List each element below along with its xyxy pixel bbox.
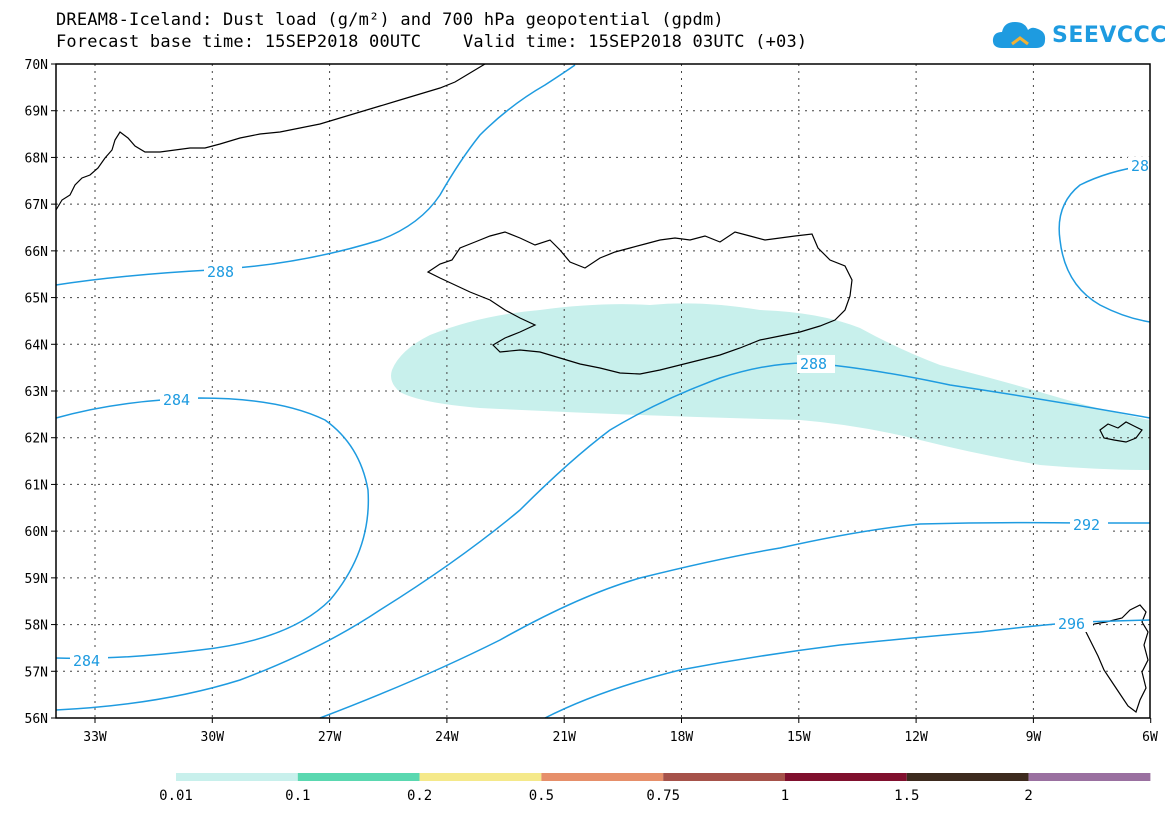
faroe-coast	[1099, 421, 1143, 443]
lon-label: 21W	[552, 730, 576, 745]
legend-label: 0.01	[159, 788, 193, 804]
lat-label: 60N	[25, 525, 48, 540]
lon-label: 27W	[318, 730, 342, 745]
lat-label: 57N	[25, 665, 48, 680]
legend-label: 1.5	[894, 788, 919, 804]
lat-label: 67N	[25, 198, 48, 213]
scotland-coast	[1085, 604, 1149, 713]
legend-swatch	[1028, 773, 1151, 781]
legend-label: 2	[1024, 788, 1032, 804]
lat-label: 64N	[25, 338, 48, 353]
legend-swatch	[663, 773, 785, 781]
lat-label: 69N	[25, 105, 48, 120]
contour-288-north	[55, 64, 576, 286]
contour-labels: 288 288 284 284 292 296 28	[70, 157, 1150, 670]
longitude-labels: 33W 30W 27W 24W 21W 18W 15W 12W 9W 6W	[83, 730, 1158, 745]
contour-292	[319, 521, 1150, 719]
colour-legend: 0.01 0.1 0.2 0.5 0.75 1 1.5 2	[159, 773, 1151, 804]
lon-label: 15W	[787, 730, 811, 745]
lat-label: 62N	[25, 432, 48, 447]
map-subtitle: Forecast base time: 15SEP2018 00UTC Vali…	[56, 32, 808, 52]
iceland-coast	[426, 231, 853, 375]
seevccc-logo: SEEVCCC	[990, 18, 1167, 52]
legend-swatch	[785, 773, 907, 781]
contour-label: 288	[800, 355, 827, 373]
map-frame	[55, 63, 1151, 719]
contour-label: 296	[1058, 615, 1085, 633]
dust-plume	[391, 303, 1150, 470]
legend-swatch	[906, 773, 1029, 781]
legend-swatch	[176, 773, 298, 781]
contour-label: 28	[1131, 157, 1149, 175]
legend-swatch	[419, 773, 542, 781]
lat-label: 63N	[25, 385, 48, 400]
dust-gap	[735, 294, 790, 305]
cloud-icon	[992, 22, 1046, 48]
contour-label: 284	[163, 391, 190, 409]
lat-label: 70N	[25, 58, 48, 73]
coastlines	[55, 63, 1149, 713]
contour-label: 288	[207, 263, 234, 281]
contour-28x-east	[1058, 164, 1151, 323]
logo-text: SEEVCCC	[1052, 22, 1167, 48]
contour-284	[55, 397, 370, 660]
lat-label: 68N	[25, 151, 48, 166]
graticule	[51, 63, 1152, 723]
map-title: DREAM8-Iceland: Dust load (g/m²) and 700…	[56, 10, 724, 30]
contour-296	[544, 619, 1151, 719]
legend-label: 0.1	[285, 788, 310, 804]
lat-label: 61N	[25, 478, 48, 493]
greenland-coast	[55, 63, 486, 211]
legend-label: 0.2	[407, 788, 432, 804]
legend-label: 0.75	[646, 788, 680, 804]
lon-label: 9W	[1026, 730, 1042, 745]
lat-label: 58N	[25, 619, 48, 634]
lat-label: 59N	[25, 572, 48, 587]
latitude-labels: 70N 69N 68N 67N 66N 65N 64N 63N 62N 61N 60N 59N 58N 5…	[25, 58, 48, 727]
lat-label: 65N	[25, 292, 48, 307]
contour-288-south	[55, 362, 1151, 711]
legend-swatch	[541, 773, 664, 781]
lon-label: 33W	[83, 730, 107, 745]
contour-label: 292	[1073, 516, 1100, 534]
lon-label: 30W	[201, 730, 225, 745]
lon-label: 12W	[904, 730, 928, 745]
legend-swatch	[297, 773, 420, 781]
lon-label: 18W	[670, 730, 694, 745]
legend-label: 0.5	[529, 788, 554, 804]
lon-label: 24W	[435, 730, 459, 745]
lon-label: 6W	[1142, 730, 1158, 745]
lat-label: 66N	[25, 245, 48, 260]
lat-label: 56N	[25, 712, 48, 727]
contour-label: 284	[73, 652, 100, 670]
geopotential-contours	[55, 64, 1151, 719]
legend-label: 1	[781, 788, 789, 804]
